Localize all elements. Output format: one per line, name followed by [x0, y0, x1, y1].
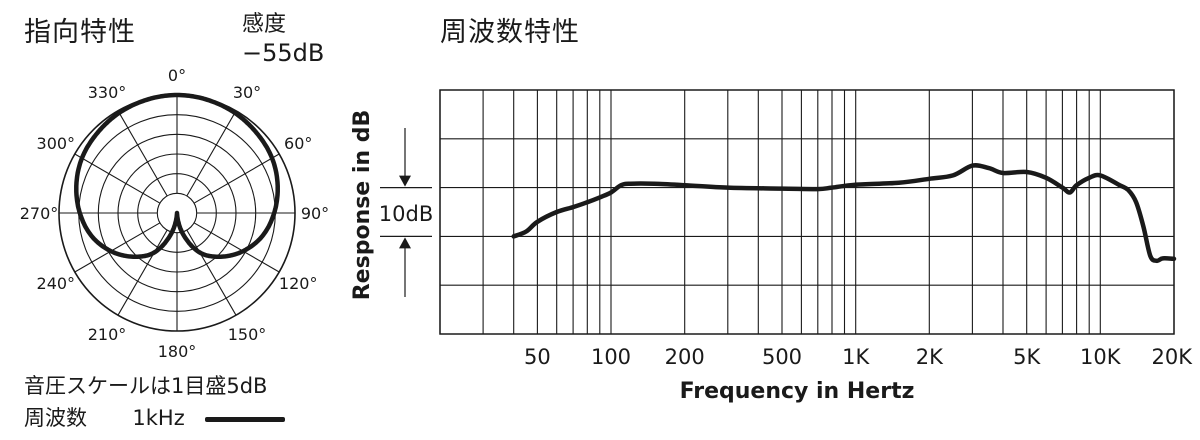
polar-angle-label: 60°	[284, 134, 312, 153]
freq-plot-border	[439, 89, 1175, 335]
scale-note: 音圧スケールは1目盛5dB	[24, 374, 268, 398]
polar-angle-label: 150°	[228, 325, 267, 344]
legend: 周波数 1kHz	[24, 402, 286, 434]
scale-marker-label: 10dB	[379, 202, 433, 226]
freq-y-axis-title: Response in dB	[350, 110, 375, 301]
polar-angle-label: 0°	[168, 66, 186, 85]
polar-spoke	[117, 110, 168, 197]
polar-angle-label: 300°	[37, 134, 76, 153]
polar-angle-label: 180°	[158, 342, 197, 361]
polar-spoke	[186, 110, 237, 197]
scale-marker-arrow-up	[399, 237, 411, 249]
polar-angle-label: 270°	[20, 204, 59, 223]
polar-spoke	[74, 153, 161, 204]
polar-angle-label: 120°	[279, 274, 318, 293]
sensitivity-label: 感度	[242, 12, 287, 37]
polar-spoke	[193, 222, 280, 273]
legend-line-swatch	[205, 416, 286, 422]
polar-spoke	[193, 153, 280, 204]
polar-angle-label: 240°	[37, 274, 76, 293]
polar-angle-label: 90°	[301, 204, 329, 223]
freq-response-curve	[511, 163, 1177, 264]
freq-x-tick-label: 2K	[916, 345, 944, 369]
sensitivity-value: −55dB	[242, 39, 325, 67]
polar-spoke	[74, 222, 161, 273]
polar-angle-label: 330°	[88, 83, 127, 102]
legend-freq-value: 1kHz	[132, 406, 185, 430]
polar-spoke	[117, 229, 168, 316]
freq-x-tick-label: 1K	[842, 345, 870, 369]
freq-x-axis-title: Frequency in Hertz	[680, 379, 915, 404]
polar-title: 指向特性	[24, 17, 136, 48]
freq-x-tick-label: 10K	[1080, 345, 1122, 369]
freq-x-tick-label: 500	[762, 345, 802, 369]
polar-angle-label: 30°	[233, 83, 261, 102]
freq-x-tick-label: 100	[591, 345, 631, 369]
freq-x-tick-label: 50	[524, 345, 551, 369]
freq-x-tick-label: 5K	[1013, 345, 1041, 369]
scale-marker-arrow-down	[399, 175, 411, 187]
freq-x-tick-label: 20K	[1152, 345, 1194, 369]
polar-spoke	[186, 229, 237, 316]
frequency-title: 周波数特性	[440, 17, 580, 48]
polar-angle-label: 210°	[88, 325, 127, 344]
polar-pattern-curve	[74, 92, 280, 259]
freq-x-tick-label: 200	[665, 345, 705, 369]
legend-freq-label: 周波数	[24, 406, 87, 430]
